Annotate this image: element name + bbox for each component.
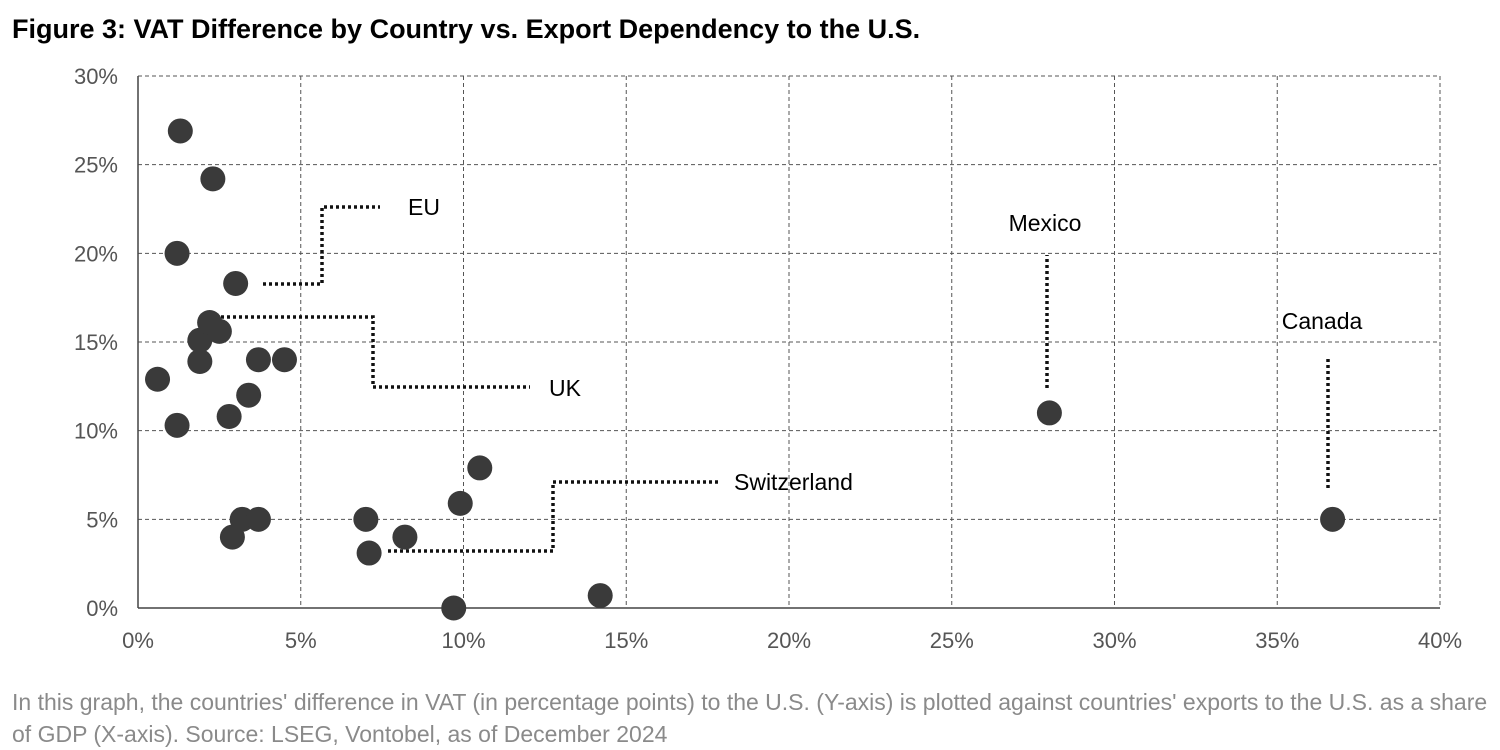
annotation-labels: EU UK Switzerland Mexico Canada <box>408 194 1362 495</box>
y-tick-label: 30% <box>74 64 118 89</box>
data-point <box>245 347 271 373</box>
data-point <box>164 240 190 266</box>
x-tick-label: 30% <box>1092 628 1136 653</box>
annotation-leader-lines <box>215 205 1330 553</box>
data-point <box>1036 400 1062 426</box>
data-point <box>216 403 242 429</box>
data-point <box>167 118 193 144</box>
y-tick-label: 5% <box>86 507 118 532</box>
data-point <box>1320 506 1346 532</box>
data-point <box>467 455 493 481</box>
scatter-chart: 0% 5% 10% 15% 20% 25% 30% 0% 5% 10% 15% 20% 25% 30% 35… <box>74 64 1462 653</box>
x-tick-label: 35% <box>1255 628 1299 653</box>
data-point <box>187 349 213 375</box>
y-tick-label: 20% <box>74 241 118 266</box>
data-point <box>206 318 232 344</box>
data-point <box>447 490 473 516</box>
y-tick-label: 25% <box>74 153 118 178</box>
annotation-leader-line <box>388 480 718 553</box>
data-point <box>356 540 382 566</box>
x-tick-label: 5% <box>285 628 317 653</box>
data-point <box>200 166 226 192</box>
tick-labels: 0% 5% 10% 15% 20% 25% 30% 0% 5% 10% 15% 20% 25% 30% 35… <box>74 64 1462 653</box>
data-point <box>392 524 418 550</box>
data-point <box>441 595 467 621</box>
annotation-leader-line <box>263 205 380 286</box>
y-tick-label: 10% <box>74 419 118 444</box>
annotation-label: EU <box>408 194 440 220</box>
gridlines <box>137 75 1441 609</box>
annotation-label: Switzerland <box>734 469 853 495</box>
chart-caption: In this graph, the countries' difference… <box>12 689 1488 747</box>
x-tick-label: 10% <box>441 628 485 653</box>
annotation-label: Mexico <box>1009 210 1082 236</box>
data-point <box>271 347 297 373</box>
x-tick-label: 40% <box>1418 628 1462 653</box>
x-tick-label: 20% <box>767 628 811 653</box>
data-point <box>353 506 379 532</box>
data-point <box>223 270 249 296</box>
annotation-label: Canada <box>1282 308 1363 334</box>
x-tick-label: 15% <box>604 628 648 653</box>
data-point <box>145 366 171 392</box>
annotation-label: UK <box>549 375 582 401</box>
data-points <box>145 118 1346 621</box>
y-tick-label: 15% <box>74 330 118 355</box>
x-tick-label: 25% <box>930 628 974 653</box>
data-point <box>245 506 271 532</box>
data-point <box>164 412 190 438</box>
annotation-leader-line <box>215 315 530 389</box>
chart-title: Figure 3: VAT Difference by Country vs. … <box>12 14 921 44</box>
x-tick-label: 0% <box>122 628 154 653</box>
y-tick-label: 0% <box>86 596 118 621</box>
data-point <box>587 583 613 609</box>
data-point <box>236 382 262 408</box>
